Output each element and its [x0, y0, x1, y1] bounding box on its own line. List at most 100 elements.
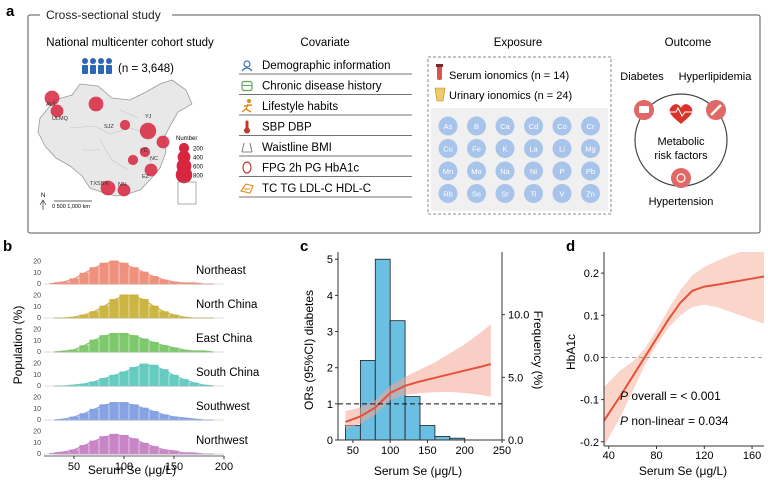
- density-curve: [53, 434, 214, 455]
- ridge-southwest: Southwest 0 10 20: [33, 395, 250, 424]
- panel-c-right-tick-label: 0.0: [508, 435, 523, 447]
- exposure-section: Exposure Serum ionomics (n = 14) Urinary…: [427, 37, 612, 215]
- element-symbol: Na: [500, 167, 510, 176]
- element-symbol: Zn: [586, 190, 595, 199]
- histogram-bar: [69, 278, 79, 284]
- histogram-bar: [139, 271, 149, 284]
- map-legend-dot: [178, 142, 190, 154]
- outcome-center-line2: risk factors: [654, 150, 708, 162]
- element-bubble: [438, 161, 458, 181]
- map-site-dot: [50, 104, 64, 118]
- cohort-title: National multicenter cohort study: [46, 37, 214, 49]
- element-symbol: As: [444, 122, 453, 131]
- outcome-hypertension-label: Hypertension: [649, 196, 714, 208]
- panel-d-x-tick-label: 120: [695, 450, 713, 462]
- histogram-bar: [129, 404, 139, 420]
- element-symbol: Mg: [585, 145, 595, 154]
- element-symbol: Rb: [443, 190, 453, 199]
- map-site-dot: [117, 183, 131, 197]
- histogram-bar: [79, 383, 89, 386]
- panel-d-x-tick-label: 40: [603, 450, 615, 462]
- panel-c-left-tick-label: 5: [327, 254, 333, 266]
- element-bubble: [581, 184, 600, 203]
- histogram-bar: [129, 366, 139, 386]
- histogram-bar: [99, 305, 109, 318]
- element-symbol: V: [559, 190, 564, 199]
- panel-c-x-tick-label: 100: [381, 445, 399, 457]
- outcome-hyperlipidemia-label: Hyperlipidemia: [679, 71, 753, 83]
- covariate-label: Waistline BMI: [262, 142, 332, 154]
- running-person-icon: [241, 99, 253, 113]
- heart-icon: [668, 104, 694, 124]
- ridge-y-tick: 20: [33, 327, 41, 334]
- drop-icon: [242, 161, 252, 174]
- histogram-bar: [109, 260, 119, 284]
- frame-title-bg: [40, 6, 172, 22]
- map-legend-value: 600: [193, 165, 204, 171]
- histogram-bar: [139, 298, 149, 318]
- map-site-dot: [156, 135, 170, 149]
- histogram-bar: [179, 316, 189, 318]
- ridge-y-tick: 10: [33, 372, 41, 379]
- histogram-bar: [129, 294, 139, 318]
- ridge-region-label: North China: [196, 299, 258, 311]
- histogram-bar: [159, 414, 169, 420]
- density-curve: [53, 402, 214, 421]
- ridge-y-tick: 20: [33, 395, 41, 402]
- histogram-bar: [189, 382, 199, 386]
- element-symbol: Ti: [531, 190, 537, 199]
- covariate-label: Lifestyle habits: [262, 101, 338, 113]
- element-symbol: K: [502, 145, 507, 154]
- map-legend-dot: [175, 166, 193, 184]
- north-arrow-icon: [39, 199, 47, 210]
- map-legend-title: Number: [176, 136, 197, 142]
- density-curve: [53, 333, 215, 353]
- element-symbol: Mn: [443, 167, 453, 176]
- panel-c-xlabel: Serum Se (μg/L): [374, 464, 462, 478]
- covariate-list: Demographic information Chronic disease h…: [239, 60, 412, 198]
- histogram-bar: [189, 282, 199, 284]
- element-grid: As B Ca Cd Co Cr Cu Fe K La Li Mg Mn Mo Na Ni P Pb Rb Se Sr T…: [438, 116, 600, 203]
- element-bubble: [524, 161, 543, 181]
- panel-d-y-tick-label: -0.2: [580, 437, 599, 449]
- map-site-dot: [144, 163, 158, 177]
- map-site-dot: [88, 96, 104, 112]
- histogram-bar: [169, 314, 179, 318]
- element-bubble: [552, 161, 572, 181]
- map-site-dot: [119, 119, 131, 131]
- panel-d: d 0.2 0.1 0.0 -0.1 -0.2 40 80 120 160 HbA1c Seru…: [564, 238, 765, 478]
- glucose-meter-icon: [634, 100, 654, 120]
- element-bubble: [581, 139, 600, 158]
- p-overall-text: overall = < 0.001: [628, 389, 721, 403]
- panel-d-x-tick-label: 160: [743, 450, 761, 462]
- panel-b-ylabel: Population (%): [11, 306, 25, 385]
- ridge-y-tick: 10: [33, 338, 41, 345]
- histogram-bar: [129, 335, 139, 352]
- panel-d-plot: 0.2 0.1 0.0 -0.1 -0.2 40 80 120 160: [580, 252, 765, 462]
- panel-d-y-tick-label: 0.0: [584, 352, 599, 364]
- p-nonlinear-text: non-linear = 0.034: [628, 414, 729, 428]
- panel-d-y-tick-label: 0.2: [584, 268, 599, 280]
- element-symbol: Cu: [443, 145, 453, 154]
- histogram-bar: [99, 404, 109, 420]
- map-city-label: YC: [140, 148, 148, 154]
- map-site-markers: [44, 90, 170, 197]
- histogram-bar: [119, 434, 129, 454]
- histogram-bar: [169, 450, 179, 454]
- histogram-bar: [89, 311, 99, 318]
- element-symbol: Sr: [501, 190, 509, 199]
- density-curve: [54, 364, 215, 387]
- element-symbol: P: [559, 167, 564, 176]
- map-site-dot: [44, 90, 60, 106]
- ridge-y-tick: 10: [33, 406, 41, 413]
- map-legend-value: 200: [193, 147, 204, 153]
- element-symbol: Fe: [472, 145, 481, 154]
- ridge-y-tick: 0: [37, 451, 41, 458]
- histogram-bar: [89, 381, 99, 386]
- artery-icon: [706, 100, 726, 120]
- scale-bar-label: 0 500 1,000 km: [52, 204, 90, 210]
- histogram-bar: [149, 364, 159, 386]
